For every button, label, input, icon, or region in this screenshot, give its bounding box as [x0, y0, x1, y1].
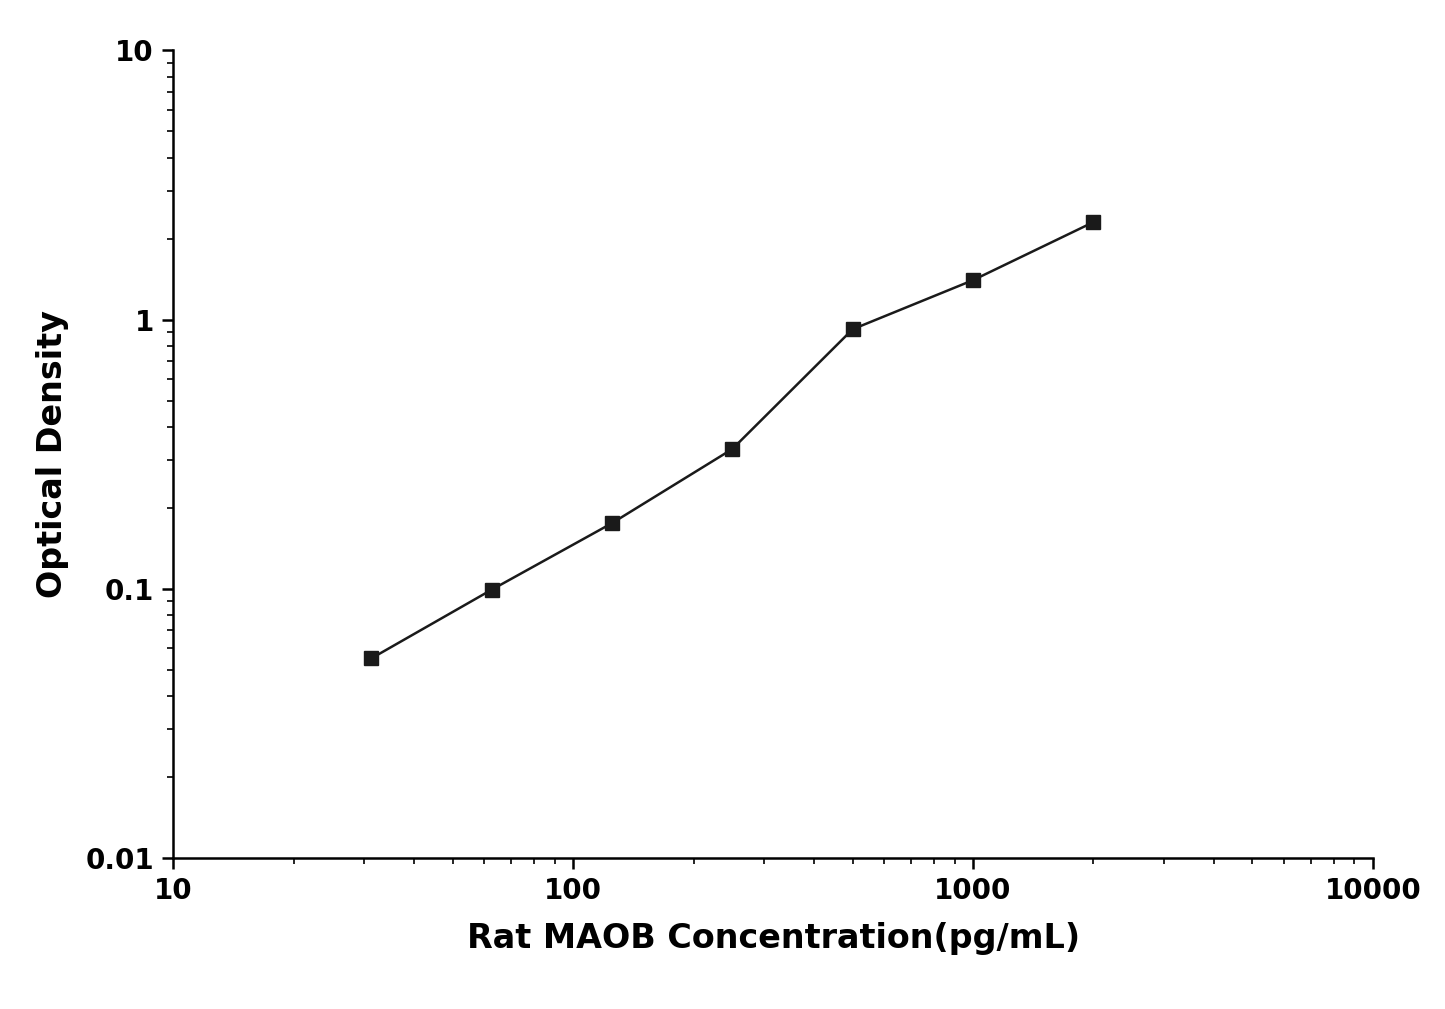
X-axis label: Rat MAOB Concentration(pg/mL): Rat MAOB Concentration(pg/mL) [467, 922, 1079, 955]
Y-axis label: Optical Density: Optical Density [36, 310, 69, 598]
